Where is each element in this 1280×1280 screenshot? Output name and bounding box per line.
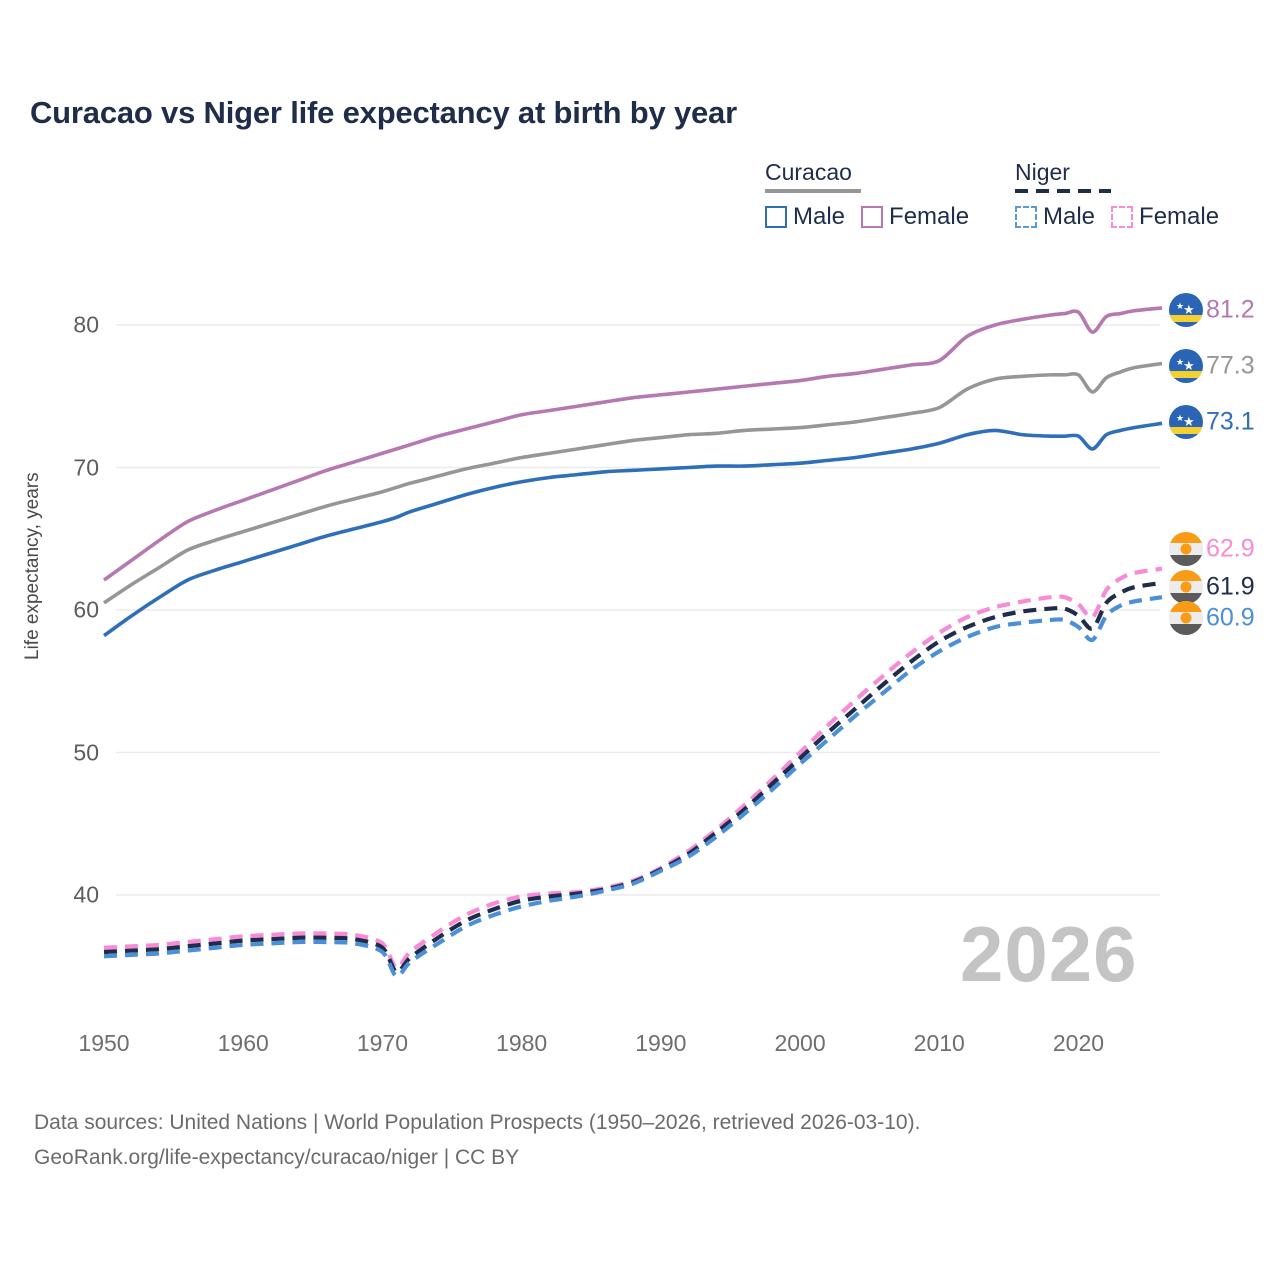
series-end-value: 73.1 <box>1206 407 1255 436</box>
x-tick-label: 1950 <box>78 1030 130 1056</box>
x-tick-label: 1960 <box>217 1030 269 1056</box>
legend-label-curacao-male: Male <box>793 203 846 230</box>
niger-flag-icon <box>1169 532 1203 566</box>
series-line <box>102 421 1163 638</box>
x-tick-label: 1980 <box>496 1030 548 1056</box>
legend-swatch-icon-curacao-female <box>861 206 884 228</box>
x-tick-label: 2020 <box>1052 1030 1105 1056</box>
series-end-value: 60.9 <box>1206 603 1255 632</box>
series-end-value: 62.9 <box>1206 534 1255 563</box>
legend-country-niger: Niger <box>1015 159 1070 185</box>
series-line <box>103 361 1163 605</box>
legend-group-niger: Niger Male Female <box>1015 160 1219 231</box>
y-tick-label: 40 <box>73 881 99 908</box>
niger-flag-icon <box>1169 570 1203 604</box>
legend-item-curacao-male[interactable]: Male <box>765 203 845 231</box>
legend-item-niger-male[interactable]: Male <box>1015 203 1095 231</box>
x-tick-label: 1990 <box>635 1030 687 1056</box>
legend-rule-curacao <box>765 189 861 193</box>
series-line <box>103 595 1163 979</box>
curacao-flag-icon: ★ ★ <box>1169 293 1203 327</box>
chart-legend: Curacao Male Female Niger Male <box>765 160 1265 235</box>
y-tick-label: 60 <box>73 596 99 623</box>
series-end-value: 77.3 <box>1206 351 1255 380</box>
series-line <box>103 566 1163 970</box>
footer-credits: Data sources: United Nations | World Pop… <box>34 1105 920 1175</box>
curacao-flag-icon: ★ ★ <box>1169 349 1203 383</box>
legend-rule-niger <box>1015 189 1111 193</box>
footer-line-1: Data sources: United Nations | World Pop… <box>34 1111 921 1134</box>
y-tick-label: 50 <box>73 739 99 765</box>
x-tick-label: 2000 <box>774 1030 826 1056</box>
y-tick-label: 80 <box>73 311 99 338</box>
legend-label-niger-male: Male <box>1043 203 1096 230</box>
legend-label-curacao-female: Female <box>889 203 970 230</box>
legend-item-niger-female[interactable]: Female <box>1111 203 1219 231</box>
year-watermark: 2026 <box>960 910 1138 998</box>
series-end-value: 81.2 <box>1206 295 1255 324</box>
legend-swatch-icon-niger-female <box>1111 206 1134 228</box>
curacao-flag-icon: ★ ★ <box>1169 405 1203 439</box>
series-line <box>102 306 1163 582</box>
niger-flag-icon <box>1169 601 1203 635</box>
page-title: Curacao vs Niger life expectancy at birt… <box>30 95 737 130</box>
x-tick-label: 2010 <box>913 1030 965 1056</box>
legend-swatch-icon-curacao-male <box>765 206 787 228</box>
y-axis-label: Life expectancy, years <box>22 472 43 660</box>
legend-item-curacao-female[interactable]: Female <box>861 203 969 231</box>
legend-swatch-icon-niger-male <box>1015 206 1037 228</box>
legend-label-niger-female: Female <box>1139 203 1220 230</box>
legend-country-curacao: Curacao <box>765 159 852 185</box>
legend-group-curacao: Curacao Male Female <box>765 160 969 231</box>
x-tick-label: 1970 <box>356 1030 408 1056</box>
y-tick-label: 70 <box>73 454 99 480</box>
series-end-value: 61.9 <box>1206 572 1255 601</box>
footer-line-2: GeoRank.org/life-expectancy/curacao/nige… <box>34 1146 520 1169</box>
